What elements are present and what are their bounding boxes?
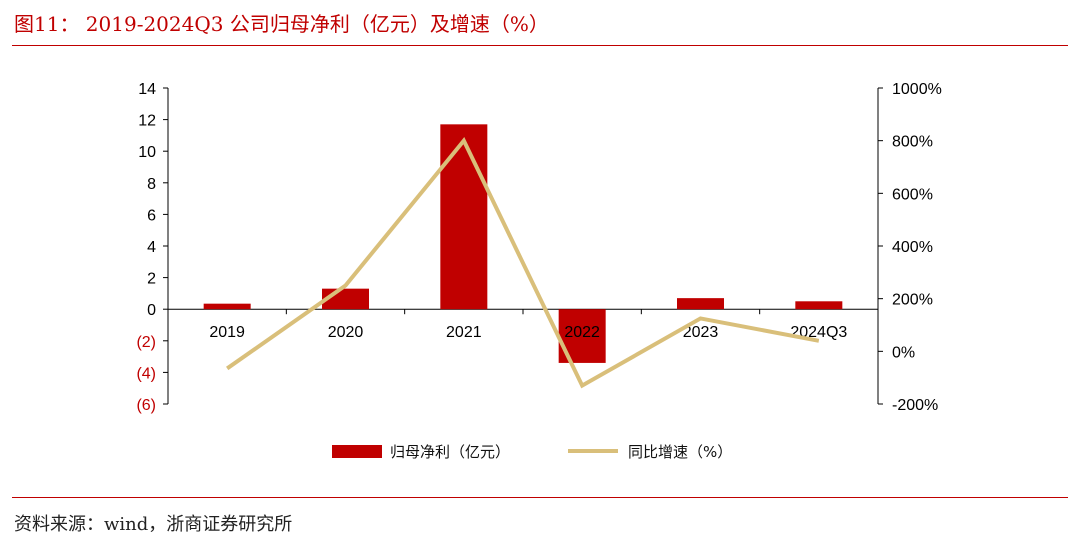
left-axis-tick-label: 10 bbox=[138, 144, 156, 161]
left-axis-tick-label: 2 bbox=[147, 271, 156, 288]
legend: 归母净利（亿元） 同比增速（%） bbox=[332, 443, 732, 461]
left-axis-tick-label: 6 bbox=[147, 207, 156, 224]
growth-line bbox=[226, 136, 820, 389]
left-axis-tick-label: 14 bbox=[138, 81, 156, 98]
x-tick-label-2020: 2020 bbox=[328, 324, 364, 341]
chart-axes: 14 12 10 8 6 4 2 0 (2) (4) (6) 1000% 800% 600% 400% 200… bbox=[136, 81, 941, 414]
left-axis-tick-label: (6) bbox=[136, 397, 156, 414]
bar-2019 bbox=[203, 303, 251, 310]
x-tick-label-2023: 2023 bbox=[683, 324, 719, 341]
left-axis-tick-label: (2) bbox=[136, 334, 156, 351]
legend-label-line: 同比增速（%） bbox=[628, 443, 732, 461]
bar-2023 bbox=[677, 298, 724, 310]
bar-2021 bbox=[440, 124, 488, 310]
bar-series bbox=[203, 124, 843, 363]
right-axis-tick-label: 400% bbox=[892, 239, 933, 256]
left-axis-tick-label: 8 bbox=[147, 176, 156, 193]
left-axis-tick-label: 0 bbox=[147, 302, 156, 319]
legend-label-bar: 归母净利（亿元） bbox=[390, 443, 510, 461]
right-axis-tick-label: 200% bbox=[892, 292, 933, 309]
x-tick-label-2019: 2019 bbox=[209, 324, 245, 341]
right-axis-tick-label: 1000% bbox=[892, 81, 942, 98]
left-axis-tick-label: 12 bbox=[138, 113, 156, 130]
figure-title: 图11： 2019-2024Q3 公司归母净利（亿元）及增速（%） bbox=[14, 12, 549, 36]
title-rule bbox=[12, 45, 1068, 46]
legend-swatch-bar bbox=[332, 445, 382, 458]
right-axis-tick-label: -200% bbox=[892, 397, 938, 414]
right-axis-tick-label: 800% bbox=[892, 134, 933, 151]
left-axis-tick-label: 4 bbox=[147, 239, 156, 256]
right-axis-tick-label: 0% bbox=[892, 344, 915, 361]
chart-area: 14 12 10 8 6 4 2 0 (2) (4) (6) 1000% 800% 600% 400% 200… bbox=[136, 81, 941, 461]
x-tick-label-2021: 2021 bbox=[446, 324, 482, 341]
source-note: 资料来源：wind，浙商证券研究所 bbox=[14, 514, 293, 535]
source-rule bbox=[12, 497, 1068, 498]
left-axis-tick-label: (4) bbox=[136, 365, 156, 382]
line-series bbox=[226, 136, 820, 389]
right-axis-tick-label: 600% bbox=[892, 186, 933, 203]
bar-2024Q3 bbox=[795, 301, 843, 310]
x-tick-label-2022: 2022 bbox=[564, 324, 600, 341]
